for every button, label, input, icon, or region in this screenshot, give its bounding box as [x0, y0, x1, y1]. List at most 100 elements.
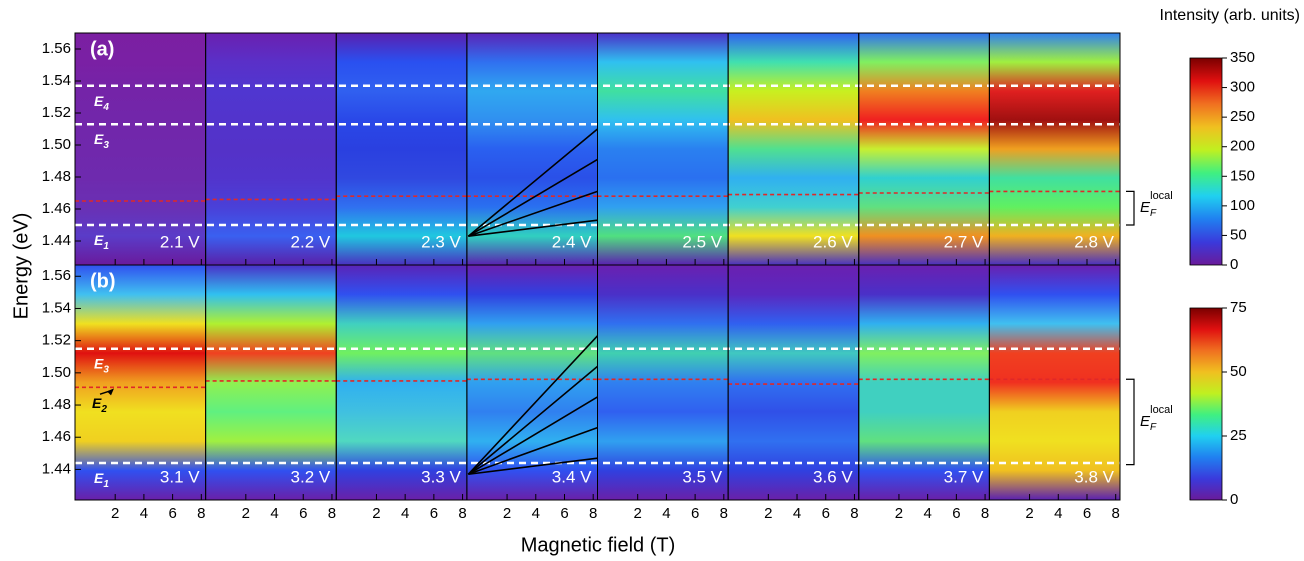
voltage-label: 2.1 V [160, 232, 200, 251]
colorbar-tick-label: 25 [1230, 427, 1247, 444]
x-tick-label: 2 [895, 505, 903, 522]
x-tick-label: 6 [822, 505, 830, 522]
x-tick-label: 6 [299, 505, 307, 522]
bracket-superscript: local [1150, 190, 1173, 202]
x-tick-label: 8 [197, 505, 205, 522]
level-label: E1 [94, 232, 109, 252]
colorbar-tick-label: 300 [1230, 79, 1255, 96]
voltage-label: 2.3 V [421, 232, 461, 251]
x-tick-label: 4 [662, 505, 670, 522]
colorbar-tick-label: 75 [1230, 299, 1247, 316]
x-axis-title: Magnetic field (T) [521, 534, 676, 556]
x-tick-label: 6 [430, 505, 438, 522]
heatmap-panel [989, 33, 1120, 265]
colorbar-tick-label: 150 [1230, 167, 1255, 184]
colorbar [1189, 307, 1223, 501]
y-tick-label: 1.50 [42, 136, 71, 153]
y-tick-label: 1.48 [42, 168, 71, 185]
y-tick-label: 1.52 [42, 104, 71, 121]
x-tick-label: 8 [1112, 505, 1120, 522]
x-tick-label: 2 [634, 505, 642, 522]
x-tick-label: 2 [372, 505, 380, 522]
heatmap-panel [989, 265, 1120, 500]
voltage-label: 3.2 V [291, 467, 331, 486]
x-tick-label: 6 [952, 505, 960, 522]
fan-line [468, 426, 598, 475]
voltage-label: 2.7 V [944, 232, 984, 251]
fan-line [467, 396, 598, 475]
x-tick-label: 2 [1025, 505, 1033, 522]
colorbar [1189, 57, 1223, 266]
colorbar-tick-label: 50 [1230, 363, 1247, 380]
level-symbol: E [94, 232, 104, 248]
x-tick-label: 2 [111, 505, 119, 522]
fan-line [468, 457, 598, 476]
x-tick-label: 4 [140, 505, 148, 522]
colorbar-tick-label: 100 [1230, 197, 1255, 214]
level-label: E1 [94, 470, 109, 490]
voltage-label: 3.6 V [813, 467, 853, 486]
level-subscript: 3 [103, 365, 109, 376]
fan-line [467, 365, 599, 475]
y-tick-label: 1.50 [42, 364, 71, 381]
bracket [1126, 190, 1135, 226]
x-tick-label: 4 [401, 505, 409, 522]
fan-line [467, 335, 599, 475]
bracket-superscript: local [1150, 404, 1173, 416]
bracket-label: EFlocal [1140, 404, 1173, 433]
y-tick-label: 1.46 [42, 200, 71, 217]
x-tick-label: 4 [793, 505, 801, 522]
heatmap-panel [466, 33, 598, 265]
x-tick-label: 6 [1083, 505, 1091, 522]
colorbar-tick-label: 200 [1230, 138, 1255, 155]
level-subscript: 1 [103, 479, 109, 490]
voltage-label: 2.4 V [552, 232, 592, 251]
y-tick-label: 1.56 [42, 267, 71, 284]
y-axis-title: Energy (eV) [10, 213, 32, 320]
level-symbol: E [94, 470, 104, 486]
colorbar-tick-label: 250 [1230, 108, 1255, 125]
level-label: E3 [94, 355, 109, 375]
heatmap-panel [597, 265, 729, 500]
y-tick-label: 1.48 [42, 396, 71, 413]
heatmap-panel [75, 265, 206, 500]
x-tick-label: 6 [691, 505, 699, 522]
x-tick-label: 2 [503, 505, 511, 522]
heatmap-panel [858, 33, 990, 265]
level-subscript: 3 [103, 140, 109, 151]
voltage-label: 3.3 V [421, 467, 461, 486]
y-tick-label: 1.56 [42, 40, 71, 57]
colorbar-tick-label: 350 [1230, 49, 1255, 66]
y-tick-label: 1.54 [42, 299, 71, 316]
level-subscript: 2 [100, 404, 107, 415]
voltage-label: 2.6 V [813, 232, 853, 251]
bracket-subscript: F [1150, 422, 1157, 433]
bracket-subscript: F [1150, 208, 1157, 219]
fan-line [467, 128, 599, 237]
x-tick-label: 8 [328, 505, 336, 522]
fan-line [467, 158, 598, 237]
y-tick-label: 1.44 [42, 232, 71, 249]
colorbar-tick-label: 0 [1230, 491, 1238, 508]
x-tick-label: 6 [168, 505, 176, 522]
x-tick-label: 4 [923, 505, 931, 522]
level-label: E4 [94, 93, 109, 113]
y-tick-label: 1.52 [42, 332, 71, 349]
colorbar-title: Intensity (arb. units) [1160, 7, 1301, 24]
bracket-label: EFlocal [1140, 190, 1173, 219]
level-label: E2 [92, 395, 107, 415]
voltage-label: 3.7 V [944, 467, 984, 486]
panel-label: (b) [90, 270, 116, 292]
colorbar-tick-label: 50 [1230, 226, 1247, 243]
bracket-symbol: E [1140, 413, 1151, 430]
voltage-label: 3.5 V [682, 467, 722, 486]
x-tick-label: 4 [1054, 505, 1062, 522]
heatmap-panel [728, 33, 859, 265]
colorbar-tick-label: 0 [1230, 256, 1238, 273]
voltage-label: 2.2 V [291, 232, 331, 251]
level-symbol: E [94, 131, 104, 147]
x-tick-label: 2 [764, 505, 772, 522]
voltage-label: 2.5 V [682, 232, 722, 251]
level-subscript: 4 [102, 102, 109, 113]
